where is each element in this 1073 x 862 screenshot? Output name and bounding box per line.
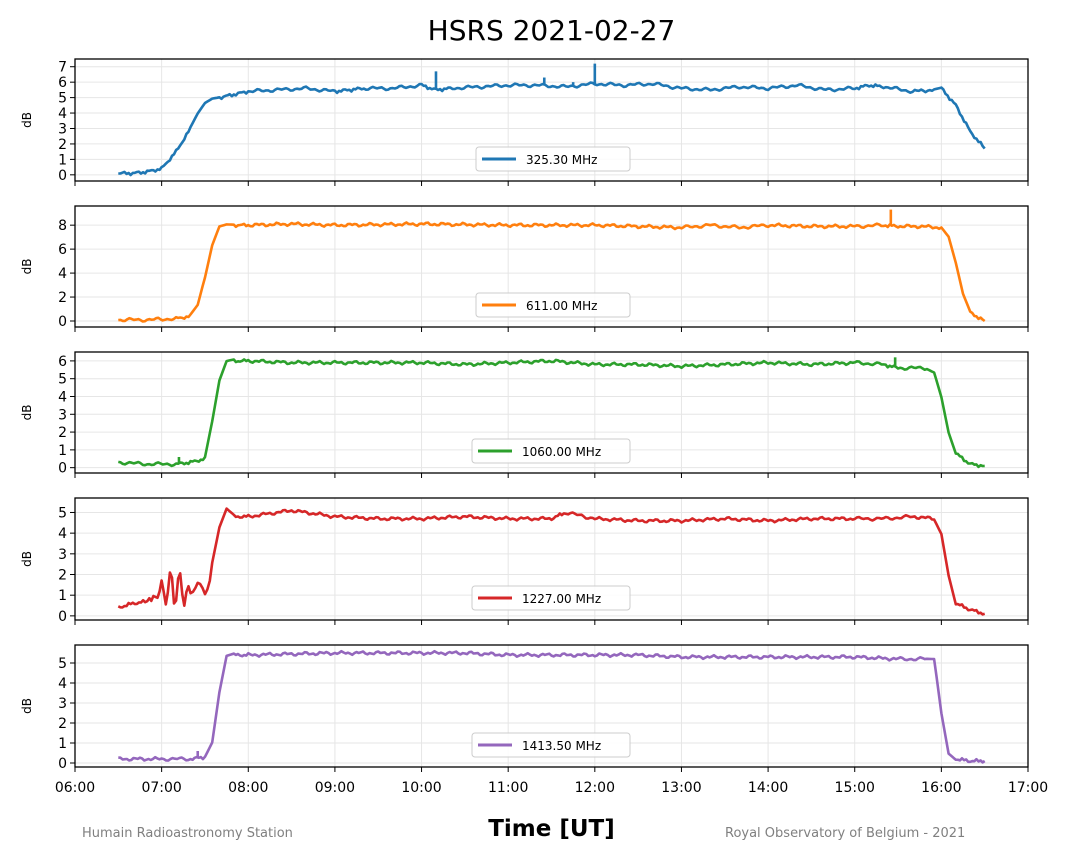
y-tick-label: 3 [58,547,67,563]
y-tick-label: 4 [58,266,67,282]
x-tick-label: 14:00 [748,780,788,796]
y-tick-label: 1 [58,152,67,168]
y-tick-label: 2 [58,425,67,441]
y-tick-label: 0 [58,609,67,625]
axes-frame [74,351,1029,474]
panel-5: 1413.50 MHz 0 1 2 3 4 5 dB 06:00 07:00 08:00 09:00 1… [20,644,1048,796]
y-tick-label: 3 [58,696,67,712]
y-tick-label: 3 [58,407,67,423]
y-tick-label: 5 [58,505,67,521]
x-axis-label: Time [UT] [488,816,615,842]
y-tick-label: 0 [58,168,67,184]
y-tick-label: 6 [58,75,67,91]
y-tick-label: 1 [58,736,67,752]
series-line [118,81,986,177]
y-tick-label: 2 [58,137,67,153]
legend-label: 325.30 MHz [526,153,597,167]
y-tick-label: 5 [58,372,67,388]
x-tick-label: 09:00 [315,780,355,796]
x-tick-label: 10:00 [401,780,441,796]
x-tick-label: 12:00 [575,780,615,796]
series-line [118,221,986,323]
x-tick-label: 17:00 [1008,780,1048,796]
panel-4: 1227.00 MHz 0 1 2 3 4 5 dB [20,497,1029,625]
y-tick-label: 4 [58,676,67,692]
y-tick-label: 4 [58,106,67,122]
y-tick-label: 4 [58,526,67,542]
panel-3: 1060.00 MHz 0 1 2 3 45 6 dB [20,351,1029,478]
y-tick-label: 1 [58,588,67,604]
x-tick-label: 07:00 [141,780,181,796]
legend-label: 1060.00 MHz [522,445,601,459]
y-tick-label: 6 [58,242,67,258]
y-tick-label: 0 [58,756,67,772]
x-tick-label: 16:00 [921,780,961,796]
y-tick-label: 6 [58,354,67,370]
series-line [118,358,985,469]
y-tick-label: 4 [58,389,67,405]
y-axis-label: dB [20,112,34,128]
axes-frame [74,58,1029,182]
y-tick-label: 1 [58,443,67,459]
y-tick-label: 2 [58,716,67,732]
legend-box [471,732,631,758]
y-tick-label: 8 [58,218,67,234]
footer-credit: Royal Observatory of Belgium - 2021 [725,826,966,841]
legend-box [471,585,631,611]
legend-label: 1413.50 MHz [522,739,601,753]
legend-label: 611.00 MHz [526,299,597,313]
chart-title: HSRS 2021-02-27 [427,14,676,47]
y-tick-label: 3 [58,121,67,137]
legend-box [471,438,631,464]
y-tick-label: 0 [58,314,67,330]
x-tick-label: 11:00 [488,780,528,796]
legend-box [475,292,631,318]
footer-station: Humain Radioastronomy Station [82,826,293,841]
y-tick-label: 2 [58,290,67,306]
series-line [118,649,986,764]
y-tick-label: 0 [58,461,67,477]
legend-label: 1227.00 MHz [522,592,601,606]
x-tick-label: 15:00 [835,780,875,796]
y-tick-label: 5 [58,91,67,107]
series-line [117,507,986,616]
y-axis-label: dB [20,405,34,421]
legend-box [475,146,631,172]
x-tick-label: 08:00 [228,780,268,796]
y-tick-label: 2 [58,568,67,584]
panel-2: 611.00 MHz 0 2 4 6 8 dB [20,205,1029,332]
x-tick-label: 13:00 [661,780,701,796]
y-axis-label: dB [20,551,34,567]
x-tick-label: 06:00 [55,780,95,796]
axes-frame [74,205,1029,328]
y-axis-label: dB [20,259,34,275]
y-tick-label: 7 [58,60,67,76]
y-axis-label: dB [20,698,34,714]
axes-frame [74,497,1029,621]
y-tick-label: 5 [58,656,67,672]
axes-frame [74,644,1029,768]
